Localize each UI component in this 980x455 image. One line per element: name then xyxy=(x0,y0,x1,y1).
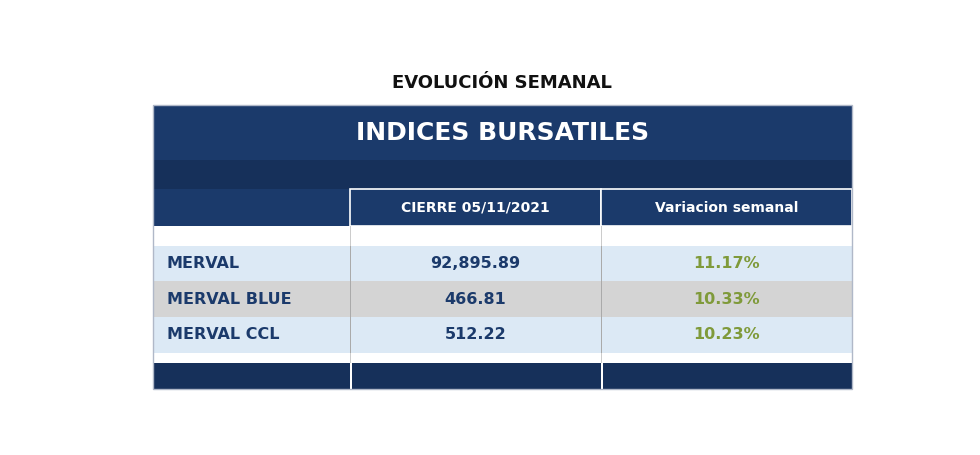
Bar xyxy=(351,363,352,389)
Bar xyxy=(153,281,852,317)
Text: MERVAL CCL: MERVAL CCL xyxy=(167,328,279,342)
Bar xyxy=(601,363,603,389)
Text: 512.22: 512.22 xyxy=(445,328,507,342)
Text: INDICES BURSATILES: INDICES BURSATILES xyxy=(356,121,649,145)
Text: 10.33%: 10.33% xyxy=(693,292,760,307)
Text: 92,895.89: 92,895.89 xyxy=(430,256,520,271)
Bar xyxy=(153,106,852,389)
Bar xyxy=(153,160,852,189)
Text: Variacion semanal: Variacion semanal xyxy=(655,201,798,215)
Bar xyxy=(153,106,852,160)
Bar xyxy=(601,189,852,226)
Text: MERVAL: MERVAL xyxy=(167,256,240,271)
Bar xyxy=(351,189,601,226)
Text: MERVAL BLUE: MERVAL BLUE xyxy=(167,292,291,307)
Bar xyxy=(153,317,852,353)
Bar xyxy=(153,189,852,226)
Bar xyxy=(153,226,852,246)
Bar xyxy=(153,353,852,363)
Text: 11.17%: 11.17% xyxy=(693,256,760,271)
Text: 10.23%: 10.23% xyxy=(693,328,760,342)
Text: 466.81: 466.81 xyxy=(445,292,507,307)
Text: EVOLUCIÓN SEMANAL: EVOLUCIÓN SEMANAL xyxy=(392,74,612,92)
Bar xyxy=(153,363,852,389)
Bar xyxy=(153,246,852,281)
Text: CIERRE 05/11/2021: CIERRE 05/11/2021 xyxy=(401,201,550,215)
